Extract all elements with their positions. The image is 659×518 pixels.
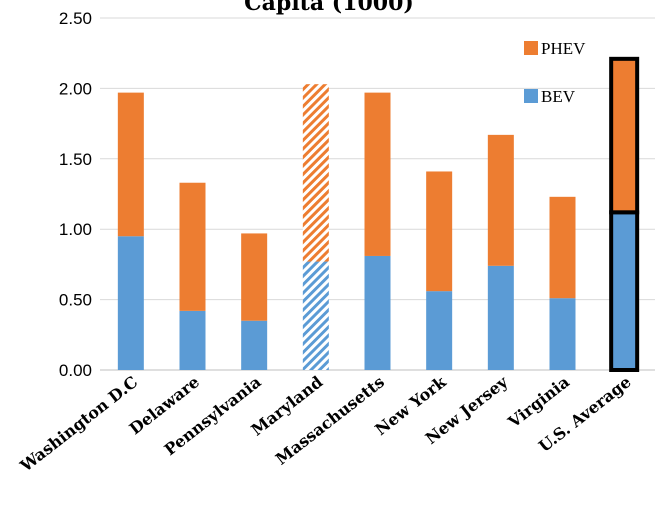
bar-bev	[609, 210, 640, 372]
legend-label: PHEV	[541, 39, 586, 58]
bar-bev	[117, 236, 144, 370]
bar-bev	[487, 265, 514, 370]
y-tick-label: 1.00	[59, 220, 92, 239]
bar-bev	[302, 261, 329, 370]
bar-phev	[117, 92, 144, 237]
bar-bev	[549, 298, 576, 370]
legend-label: BEV	[541, 87, 576, 106]
x-category-label: Massachusetts	[272, 372, 388, 469]
bar-bev	[179, 310, 206, 370]
bar-phev	[487, 134, 514, 266]
bar-bev	[241, 320, 268, 370]
bar-phev	[179, 182, 206, 311]
bar-phev	[426, 171, 453, 292]
y-tick-label: 0.50	[59, 291, 92, 310]
legend: PHEV BEV	[524, 39, 586, 106]
x-category-label: Washington D.C	[16, 372, 141, 476]
bar-phev	[549, 196, 576, 299]
y-tick-label: 0.00	[59, 361, 92, 380]
y-axis: 0.00 0.50 1.00 1.50 2.00 2.50	[59, 9, 92, 380]
bar-bev	[426, 291, 453, 370]
bar-phev	[241, 233, 268, 321]
y-tick-label: 2.50	[59, 9, 92, 28]
bars	[117, 56, 640, 372]
x-axis: Washington D.CDelawarePennsylvaniaMaryla…	[16, 372, 635, 476]
bar-phev	[609, 56, 640, 215]
y-tick-label: 2.00	[59, 79, 92, 98]
legend-swatch	[524, 41, 538, 55]
bar-bev	[364, 255, 391, 370]
bar-phev	[364, 92, 391, 256]
bar-phev	[302, 84, 329, 262]
chart-title: Capita (1000)	[244, 0, 414, 16]
legend-swatch	[524, 89, 538, 103]
y-tick-label: 1.50	[59, 150, 92, 169]
